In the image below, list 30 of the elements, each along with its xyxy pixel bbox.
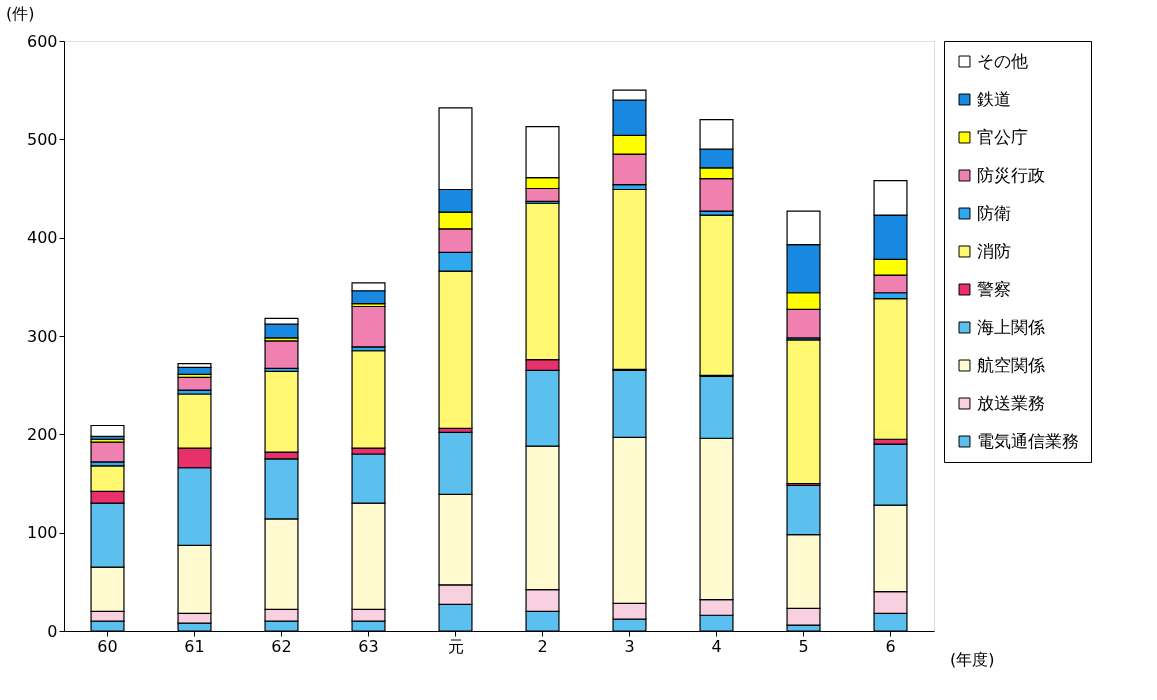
y-tick-label: 600	[26, 31, 58, 51]
x-tick-label: 6	[885, 636, 896, 656]
legend-label: 官公庁	[977, 126, 1028, 147]
x-tick-label: 62	[271, 636, 292, 656]
legend-label: 防災行政	[977, 164, 1045, 185]
legend-label: 電気通信業務	[977, 430, 1079, 451]
y-tick-label: 500	[26, 129, 58, 149]
y-tick-label: 400	[26, 228, 58, 248]
x-tick-label: 元	[447, 636, 464, 656]
y-tick-label: 200	[26, 424, 58, 444]
legend-label: 航空関係	[977, 354, 1045, 375]
x-axis-title: (年度)	[950, 649, 995, 669]
y-axis-title: (件)	[6, 3, 35, 23]
legend-label: 放送業務	[977, 392, 1045, 413]
x-tick-label: 63	[358, 636, 379, 656]
x-tick-label: 4	[711, 636, 722, 656]
legend-label: 海上関係	[977, 316, 1045, 337]
x-tick-label: 2	[537, 636, 548, 656]
x-tick-label: 3	[624, 636, 635, 656]
y-tick-label: 300	[26, 326, 58, 346]
legend-label: 警察	[977, 278, 1011, 299]
y-tick-label: 0	[47, 621, 58, 641]
x-tick-label: 5	[798, 636, 809, 656]
legend-label: 防衛	[977, 202, 1011, 223]
x-tick-label: 61	[184, 636, 205, 656]
x-tick-label: 60	[97, 636, 118, 656]
legend-label: 鉄道	[977, 88, 1011, 109]
y-tick-label: 100	[26, 523, 58, 543]
legend-label: その他	[977, 50, 1028, 71]
legend-label: 消防	[977, 240, 1011, 261]
